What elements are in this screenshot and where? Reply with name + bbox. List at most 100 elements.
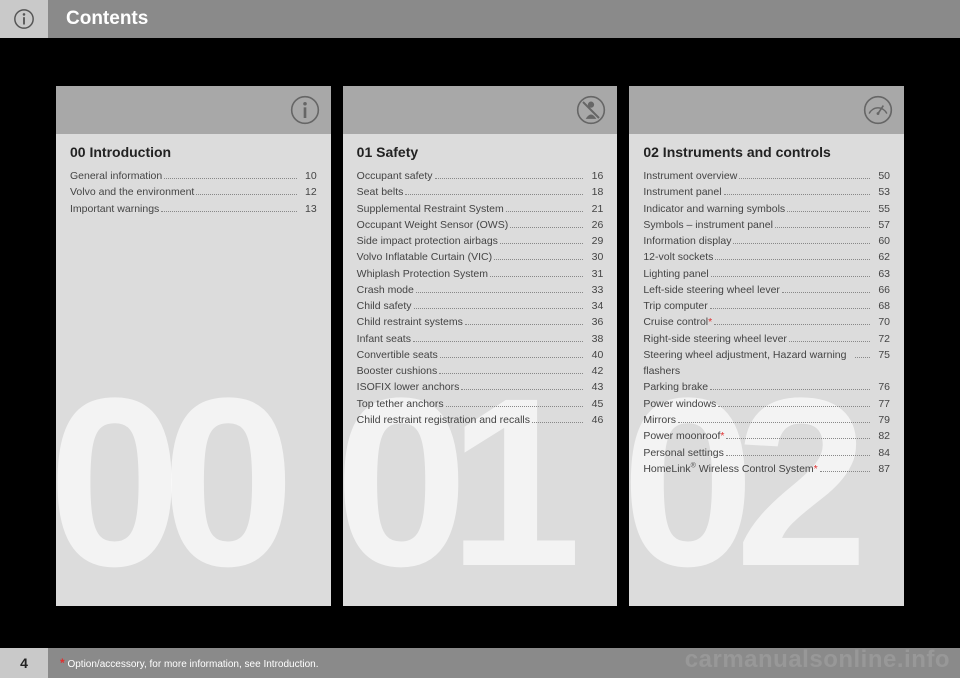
toc-leader-dots (710, 389, 870, 390)
toc-leader-dots (164, 178, 296, 179)
toc-label: Volvo Inflatable Curtain (VIC) (357, 249, 492, 265)
toc-page: 45 (585, 396, 603, 412)
toc-row: Right-side steering wheel lever72 (643, 331, 890, 347)
toc-row: Side impact protection airbags 29 (357, 233, 604, 249)
page-title: Contents (66, 8, 148, 30)
column-body: 01 Safety Occupant safety 16 Seat belts 18Su… (343, 134, 618, 438)
toc-page: 57 (872, 217, 890, 233)
toc-label: Right-side steering wheel lever (643, 331, 787, 347)
toc-leader-dots (465, 324, 583, 325)
toc-row: Infant seats 38 (357, 331, 604, 347)
toc-row: General information 10 (70, 168, 317, 184)
toc-page: 33 (585, 282, 603, 298)
toc-label: Volvo and the environment (70, 184, 194, 200)
section-title: 01 Safety (357, 144, 604, 160)
toc-label: Symbols – instrument panel (643, 217, 773, 233)
toc-page: 13 (299, 201, 317, 217)
background-number: 00 (56, 386, 275, 578)
toc-column: 0000 IntroductionGeneral information10Vo… (56, 86, 331, 606)
toc-page: 79 (872, 412, 890, 428)
toc-label: Mirrors (643, 412, 676, 428)
toc-label: Instrument panel (643, 184, 721, 200)
toc-row: 12-volt sockets62 (643, 249, 890, 265)
toc-label: Child safety (357, 298, 412, 314)
toc-label: Whiplash Protection System (357, 266, 488, 282)
toc-label: Child restraint systems (357, 314, 463, 330)
toc-page: 60 (872, 233, 890, 249)
toc-row: Power windows 77 (643, 396, 890, 412)
toc-page: 46 (585, 412, 603, 428)
toc-label: Indicator and warning symbols (643, 201, 785, 217)
toc-page: 31 (585, 266, 603, 282)
toc-page: 26 (585, 217, 603, 233)
toc-page: 40 (585, 347, 603, 363)
section-title: 00 Introduction (70, 144, 317, 160)
toc-leader-dots (500, 243, 583, 244)
toc-leader-dots (405, 194, 583, 195)
toc-label: Lighting panel (643, 266, 708, 282)
toc-page: 55 (872, 201, 890, 217)
toc-page: 29 (585, 233, 603, 249)
toc-label: Occupant Weight Sensor (OWS) (357, 217, 509, 233)
column-header (56, 86, 331, 134)
toc-row: Volvo Inflatable Curtain (VIC)30 (357, 249, 604, 265)
toc-row: Convertible seats40 (357, 347, 604, 363)
toc-leader-dots (416, 292, 583, 293)
toc-label: Power windows (643, 396, 716, 412)
page-number: 4 (0, 648, 48, 678)
toc-label: Side impact protection airbags (357, 233, 498, 249)
column-body: 02 Instruments and controls Instrument ov… (629, 134, 904, 487)
toc-label: General information (70, 168, 162, 184)
toc-row: Occupant Weight Sensor (OWS) 26 (357, 217, 604, 233)
toc-row: Personal settings 84 (643, 445, 890, 461)
toc-page: 34 (585, 298, 603, 314)
toc-label: HomeLink® Wireless Control System* (643, 461, 817, 477)
section-title: 02 Instruments and controls (643, 144, 890, 160)
toc-row: Important warnings13 (70, 201, 317, 217)
toc-row: HomeLink® Wireless Control System*87 (643, 461, 890, 477)
toc-row: ISOFIX lower anchors 43 (357, 379, 604, 395)
toc-page: 77 (872, 396, 890, 412)
toc-label: Occupant safety (357, 168, 433, 184)
toc-label: ISOFIX lower anchors (357, 379, 460, 395)
toc-leader-dots (726, 438, 870, 439)
toc-row: Indicator and warning symbols 55 (643, 201, 890, 217)
toc-leader-dots (440, 357, 584, 358)
toc-label: Seat belts (357, 184, 404, 200)
toc-label: Top tether anchors (357, 396, 444, 412)
page-header: Contents (0, 0, 960, 38)
footnote-text: Option/accessory, for more information, … (65, 659, 319, 670)
watermark: carmanualsonline.info (685, 646, 950, 674)
toc-label: Personal settings (643, 445, 724, 461)
toc-leader-dots (510, 227, 583, 228)
toc-label: Infant seats (357, 331, 411, 347)
toc-row: Supplemental Restraint System21 (357, 201, 604, 217)
toc-leader-dots (787, 211, 870, 212)
toc-row: Trip computer68 (643, 298, 890, 314)
toc-leader-dots (414, 308, 584, 309)
toc-label: Steering wheel adjustment, Hazard warnin… (643, 347, 853, 380)
toc-row: Crash mode33 (357, 282, 604, 298)
toc-leader-dots (439, 373, 583, 374)
toc-page: 43 (585, 379, 603, 395)
toc-leader-dots (782, 292, 870, 293)
toc-row: Cruise control*70 (643, 314, 890, 330)
toc-page: 18 (585, 184, 603, 200)
toc-page: 16 (585, 168, 603, 184)
toc-leader-dots (413, 341, 583, 342)
toc-row: Volvo and the environment12 (70, 184, 317, 200)
toc-leader-dots (196, 194, 296, 195)
gauge-icon (862, 94, 894, 126)
toc-row: Top tether anchors 45 (357, 396, 604, 412)
toc-row: Symbols – instrument panel 57 (643, 217, 890, 233)
toc-row: Occupant safety 16 (357, 168, 604, 184)
toc-page: 62 (872, 249, 890, 265)
toc-page: 38 (585, 331, 603, 347)
toc-page: 10 (299, 168, 317, 184)
toc-page: 21 (585, 201, 603, 217)
toc-leader-dots (715, 259, 870, 260)
toc-row: Instrument overview50 (643, 168, 890, 184)
toc-leader-dots (461, 389, 583, 390)
toc-column: 0202 Instruments and controlsInstrument … (629, 86, 904, 606)
toc-page: 84 (872, 445, 890, 461)
